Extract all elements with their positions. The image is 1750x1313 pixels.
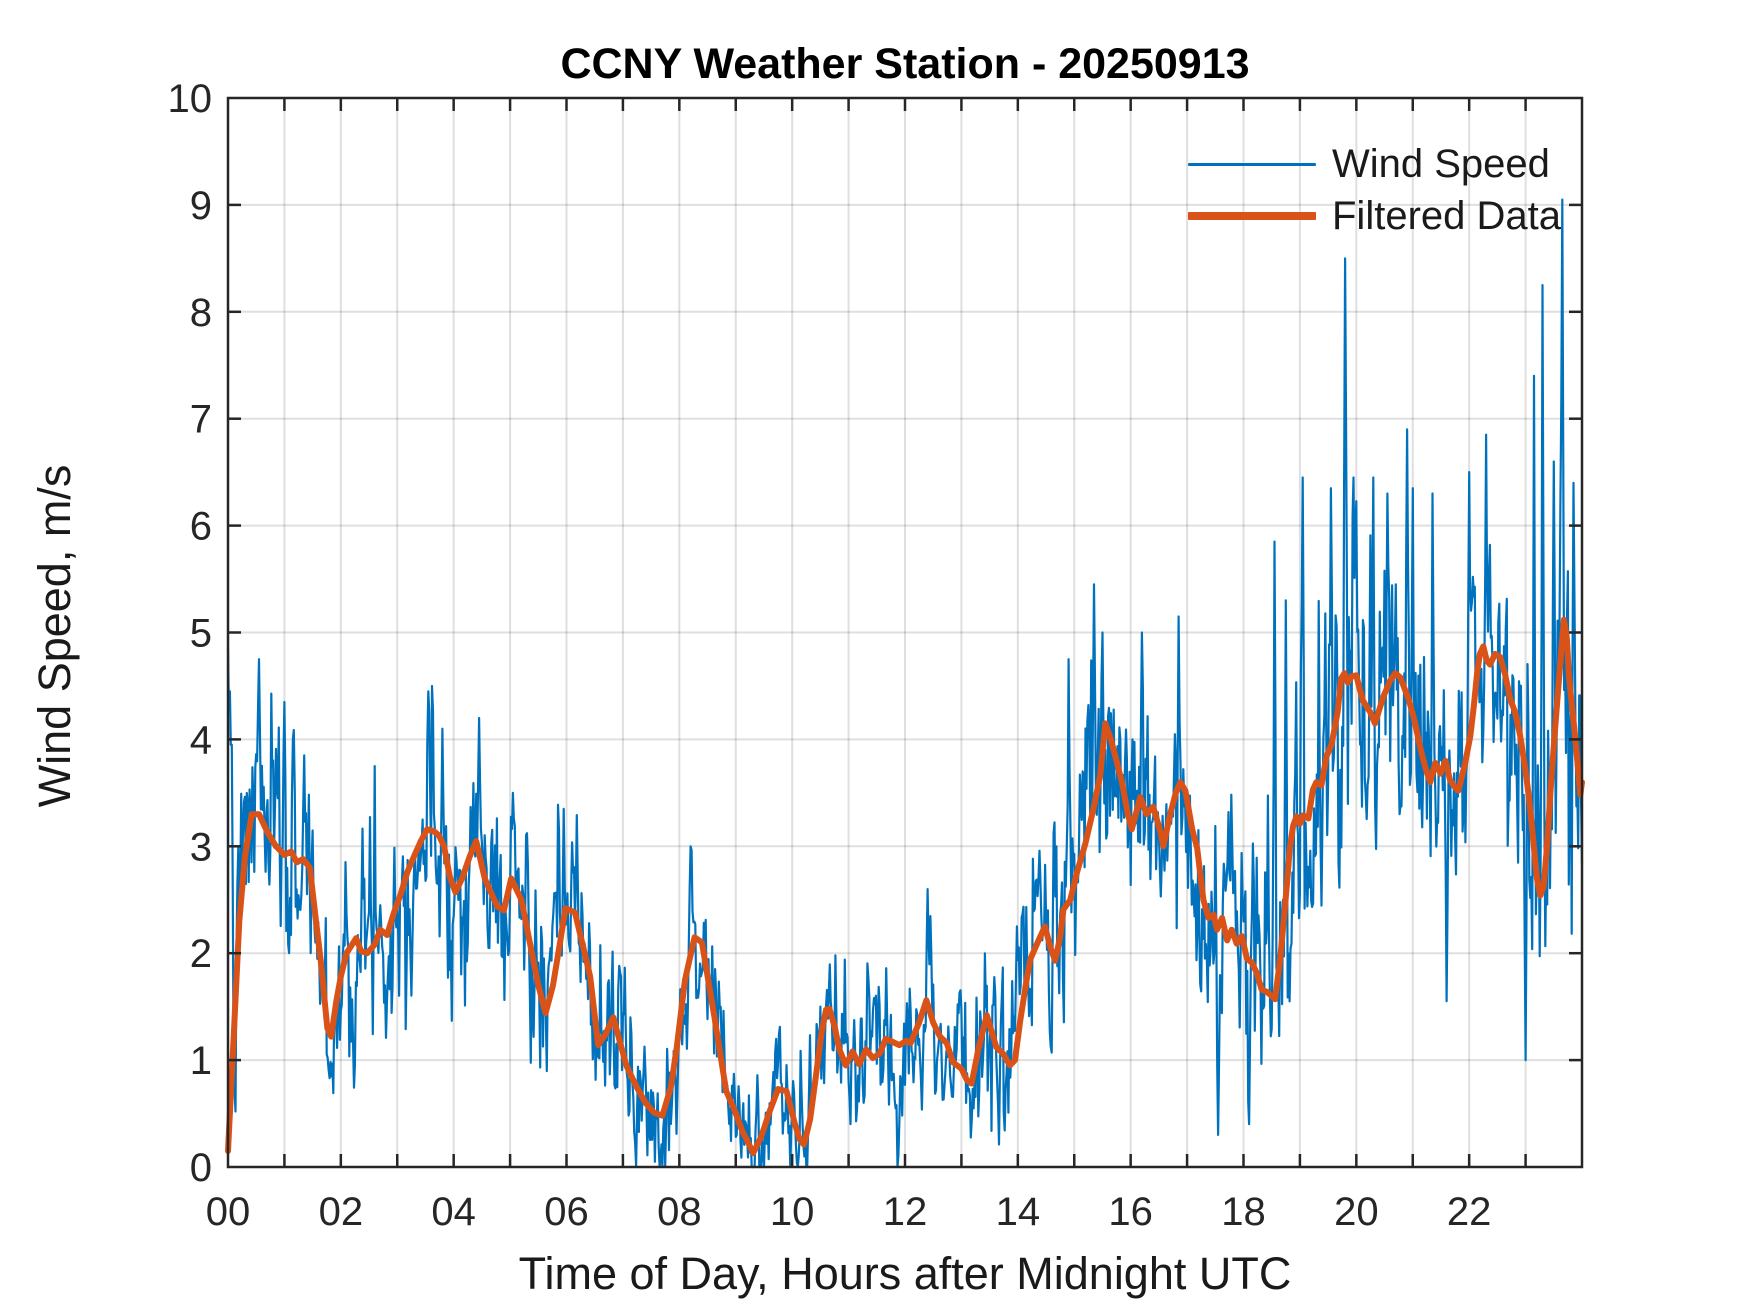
y-tick-label: 4 (190, 718, 212, 762)
y-tick-label: 1 (190, 1039, 212, 1083)
y-axis-label: Wind Speed, m/s (29, 464, 80, 808)
wind-speed-line (226, 198, 1584, 1169)
x-tick-label: 16 (1108, 1190, 1153, 1234)
x-tick-label: 06 (544, 1190, 589, 1234)
filtered-data-line (225, 616, 1585, 1157)
wind-speed-line-swatch (1188, 162, 1316, 166)
y-tick-label: 7 (190, 398, 212, 442)
page-title: CCNY Weather Station - 20250913 (560, 40, 1250, 88)
x-tick-label: 12 (883, 1190, 928, 1234)
legend-row-wind-speed: Wind Speed (1188, 138, 1561, 190)
x-tick-label: 02 (319, 1190, 364, 1234)
x-tick-label: 04 (431, 1190, 476, 1234)
y-tick-label: 9 (190, 184, 212, 228)
x-tick-label: 10 (770, 1190, 815, 1234)
y-tick-label: 6 (190, 505, 212, 549)
x-tick-label: 18 (1221, 1190, 1266, 1234)
x-axis-label: Time of Day, Hours after Midnight UTC (518, 1248, 1292, 1299)
legend-row-filtered-data: Filtered Data (1188, 190, 1561, 242)
x-tick-label: 22 (1447, 1190, 1492, 1234)
x-tick-label: 14 (996, 1190, 1041, 1234)
filtered-data-line-swatch (1188, 212, 1316, 220)
y-tick-label: 3 (190, 825, 212, 869)
y-tick-label: 5 (190, 612, 212, 656)
legend-label-filtered-data: Filtered Data (1332, 193, 1561, 238)
y-tick-label: 8 (190, 291, 212, 335)
legend-label-wind-speed: Wind Speed (1332, 141, 1550, 186)
y-tick-label: 10 (168, 77, 213, 121)
x-tick-label: 00 (206, 1190, 251, 1234)
y-tick-label: 2 (190, 932, 212, 976)
x-tick-label: 20 (1334, 1190, 1379, 1234)
legend: Wind Speed Filtered Data (1188, 138, 1561, 242)
y-tick-label: 0 (190, 1146, 212, 1190)
x-tick-label: 08 (657, 1190, 702, 1234)
